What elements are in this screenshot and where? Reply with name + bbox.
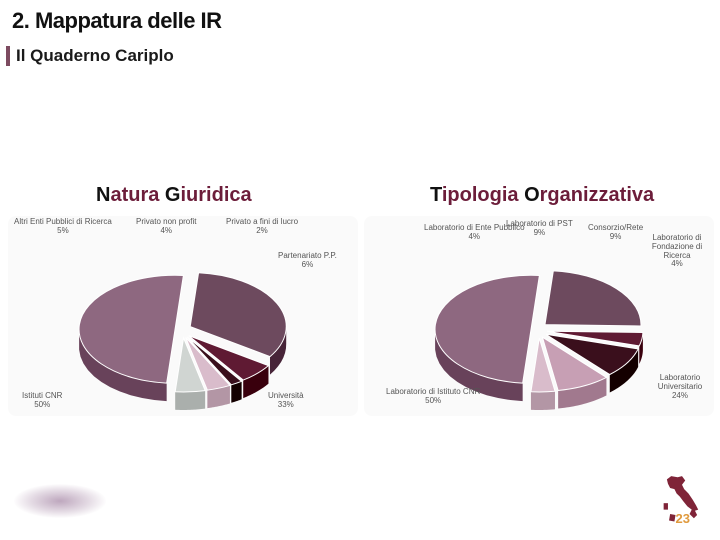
pie-slice-side [531,391,555,410]
italy-icon [660,474,704,528]
slice-label: Laboratorio di Istituto CNR50% [386,388,480,406]
slice-label: Laboratorio Universitario24% [646,374,714,400]
slice-label: Consorzio/Rete9% [588,224,643,242]
slice-label: Laboratorio di Ente Pubblico4% [424,224,525,242]
decorative-blur [14,484,106,518]
slice-label: Partenariato P.P.6% [278,252,337,270]
slice-label: Altri Enti Pubblici di Ricerca5% [14,218,112,236]
chart-title-left: Natura Giuridica [96,184,252,207]
pie-slice-side [175,391,205,410]
slice-label: Laboratorio di Fondazione di Ricerca4% [640,234,714,269]
slice-label: Università33% [268,392,304,410]
pie-slice [545,271,641,326]
page-title: 2. Mappatura delle IR [12,8,222,34]
slice-label: Istituti CNR50% [22,392,62,410]
slice-label: Privato a fini di lucro2% [226,218,298,236]
chart-panel-natura: Istituti CNR50% Università33% Partenariato… [8,216,358,416]
page-subtitle: Il Quaderno Cariplo [6,46,174,66]
slice-label: Privato non profit4% [136,218,196,236]
pie-chart [8,216,358,416]
chart-title-right: Tipologia Organizzativa [430,184,654,207]
chart-panel-tipologia: Laboratorio di Istituto CNR50% Laboratori… [364,216,714,416]
